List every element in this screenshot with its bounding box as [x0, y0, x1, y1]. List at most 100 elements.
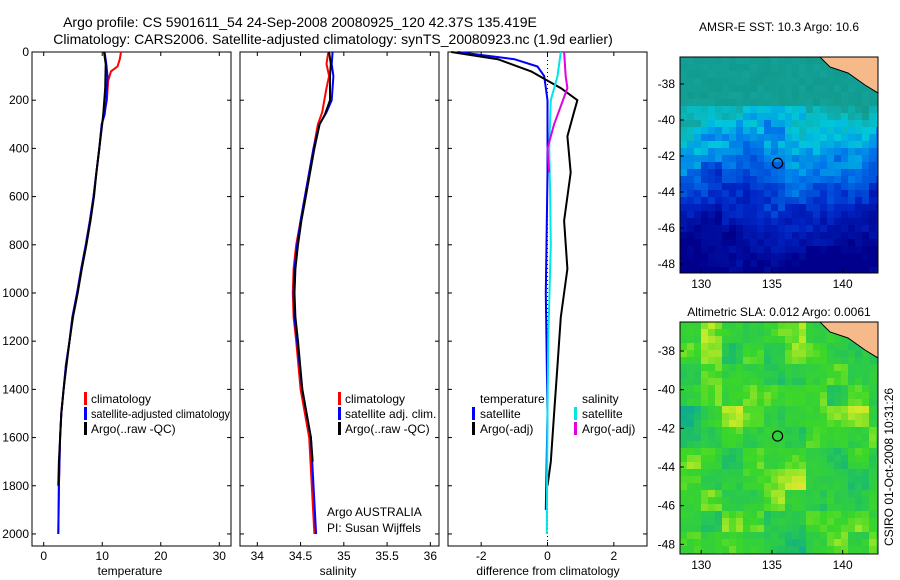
map-cell [827, 113, 835, 121]
map-cell [841, 99, 849, 107]
map-cell [813, 343, 821, 351]
map-cell [876, 378, 878, 386]
map-cell [778, 392, 786, 400]
map-cell [862, 532, 870, 540]
map-cell [757, 546, 765, 554]
map-cell [687, 92, 695, 100]
map-cell [764, 448, 772, 456]
map-cell [785, 329, 793, 337]
map-cell [848, 497, 856, 505]
map-cell [820, 518, 828, 526]
map-cell [757, 71, 765, 79]
map-cell [764, 113, 772, 121]
map-cell [855, 455, 863, 463]
map-cell [680, 427, 688, 435]
map-cell [778, 420, 786, 428]
map-cell [820, 357, 828, 365]
map-cell [771, 239, 779, 247]
map-cell [750, 497, 758, 505]
map-cell [827, 127, 835, 135]
map-cell [799, 392, 807, 400]
map-cell [785, 385, 793, 393]
map-cell [834, 399, 842, 407]
map-cell [680, 378, 688, 386]
map-cell [701, 343, 709, 351]
map-cell [750, 85, 758, 93]
map-cell [799, 483, 807, 491]
map-cell [862, 225, 870, 233]
map-cell [729, 364, 737, 372]
map-cell [841, 504, 849, 512]
map-cell [827, 204, 835, 212]
map-cell [722, 148, 730, 156]
map-cell [757, 225, 765, 233]
map-cell [869, 267, 877, 273]
map-cell [736, 99, 744, 107]
map-cell [771, 141, 779, 149]
map-cell [736, 441, 744, 449]
map-cell [757, 78, 765, 86]
map-cell [715, 532, 723, 540]
map-cell [757, 267, 765, 273]
map-cell [855, 518, 863, 526]
map-cell [764, 92, 772, 100]
map-cell [841, 260, 849, 268]
map-cell [827, 71, 835, 79]
map-cell [771, 120, 779, 128]
map-cell [701, 120, 709, 128]
map-cell [750, 71, 758, 79]
map-cell [820, 539, 828, 547]
map-cell [750, 148, 758, 156]
map-cell [785, 343, 793, 351]
map-cell [785, 141, 793, 149]
map-cell [785, 455, 793, 463]
map-cell [736, 204, 744, 212]
map-cell [708, 343, 716, 351]
map-cell [694, 497, 702, 505]
map-cell [750, 204, 758, 212]
map-cell [764, 190, 772, 198]
map-y-tick-label: -40 [658, 383, 676, 397]
map-cell [806, 455, 814, 463]
legend-label-climatology: climatology [345, 392, 405, 406]
map-cell [827, 483, 835, 491]
map-cell [764, 57, 772, 65]
map-cell [876, 462, 878, 470]
map-cell [806, 483, 814, 491]
map-cell [841, 392, 849, 400]
map-cell [757, 85, 765, 93]
map-cell [694, 106, 702, 114]
map-cell [729, 246, 737, 254]
map-cell [715, 469, 723, 477]
map-cell [687, 546, 695, 554]
map-cell [750, 392, 758, 400]
map-cell [876, 420, 878, 428]
map-cell [750, 539, 758, 547]
map-cell [785, 441, 793, 449]
x-tick-label: 34 [251, 549, 265, 563]
map-cell [736, 427, 744, 435]
map-cell [680, 322, 688, 330]
map-cell [785, 511, 793, 519]
map-cell [680, 364, 688, 372]
map-cell [722, 155, 730, 163]
map-cell [799, 350, 807, 358]
map-cell [771, 434, 779, 442]
map-cell [757, 448, 765, 456]
map-cell [750, 253, 758, 261]
map-cell [694, 113, 702, 121]
map-cell [701, 239, 709, 247]
map-cell [729, 162, 737, 170]
map-cell [708, 239, 716, 247]
map-x-tick-label: 135 [762, 277, 782, 291]
map-cell [750, 350, 758, 358]
map-cell [687, 399, 695, 407]
map-cell [785, 148, 793, 156]
map-cell [876, 239, 878, 247]
map-cell [757, 539, 765, 547]
map-cell [855, 462, 863, 470]
map-cell [848, 162, 856, 170]
temperature-panel [31, 51, 232, 547]
map-cell [729, 113, 737, 121]
map-cell [834, 267, 842, 273]
